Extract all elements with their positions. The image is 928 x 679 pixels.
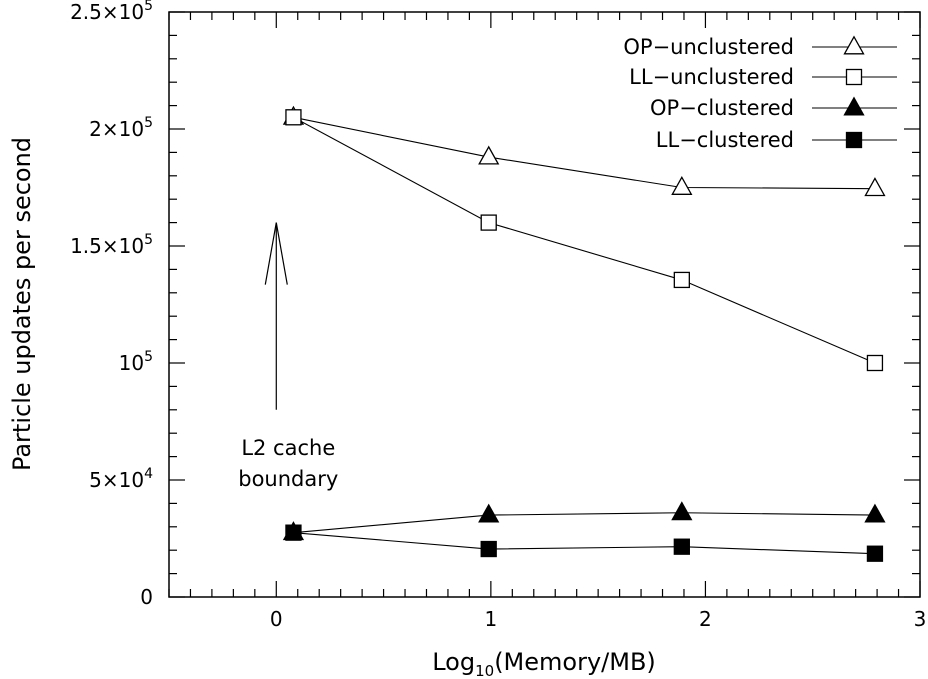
data-series (282, 105, 886, 562)
annotation-line-1: L2 cache (241, 436, 335, 460)
y-tick-label: 0 (140, 585, 153, 609)
data-point (671, 175, 693, 195)
arrow-head (264, 222, 288, 285)
legend-label: LL−unclustered (629, 65, 794, 89)
data-point (673, 271, 690, 289)
series-group (285, 109, 884, 372)
y-tick-label: 5×104 (89, 466, 153, 492)
legend-label: OP−unclustered (623, 35, 794, 59)
data-point (480, 214, 497, 231)
data-point (480, 540, 497, 558)
y-axis-title: Particle updates per second (8, 137, 36, 471)
data-point (285, 109, 302, 126)
data-point (671, 501, 693, 521)
y-tick-label: 2×105 (89, 115, 153, 141)
legend-marker (843, 96, 865, 116)
data-point (478, 145, 500, 165)
y-tick-labels: 0 5×104 105 1.5×105 2×105 2.5×105 (70, 0, 153, 609)
series-group (282, 501, 886, 541)
x-tick-label: 3 (914, 607, 927, 631)
legend: OP−unclustered LL−unclustered OP−clustered… (623, 35, 897, 152)
x-tick-label: 1 (484, 607, 497, 631)
data-point (673, 538, 690, 555)
data-point (866, 354, 884, 372)
series-group (285, 524, 884, 562)
y-tick-label: 105 (119, 349, 153, 375)
axis-ticks (168, 11, 921, 598)
legend-marker (845, 131, 863, 149)
annotation-line-2: boundary (238, 467, 338, 491)
data-point (864, 503, 886, 523)
series-line (293, 532, 875, 555)
y-tick-label: 2.5×105 (70, 0, 153, 24)
x-tick-labels: 0 1 2 3 (270, 607, 926, 631)
legend-marker (845, 68, 863, 86)
series-line (293, 116, 876, 364)
plot-frame (168, 11, 921, 598)
data-point (285, 524, 302, 541)
x-tick-label: 2 (699, 607, 712, 631)
legend-label: LL−clustered (656, 128, 794, 152)
x-axis-title: Log10(Memory/MB) (432, 648, 656, 679)
series-line (293, 512, 875, 534)
cache-boundary-annotation: L2 cache boundary (238, 222, 338, 491)
legend-label: OP−clustered (650, 96, 794, 120)
legend-marker (843, 35, 865, 55)
series-line (293, 116, 875, 190)
data-point (478, 503, 500, 523)
data-point (866, 545, 884, 562)
x-tick-label: 0 (270, 607, 283, 631)
data-point (864, 177, 886, 197)
series-group (282, 105, 886, 197)
y-tick-label: 1.5×105 (70, 232, 153, 258)
